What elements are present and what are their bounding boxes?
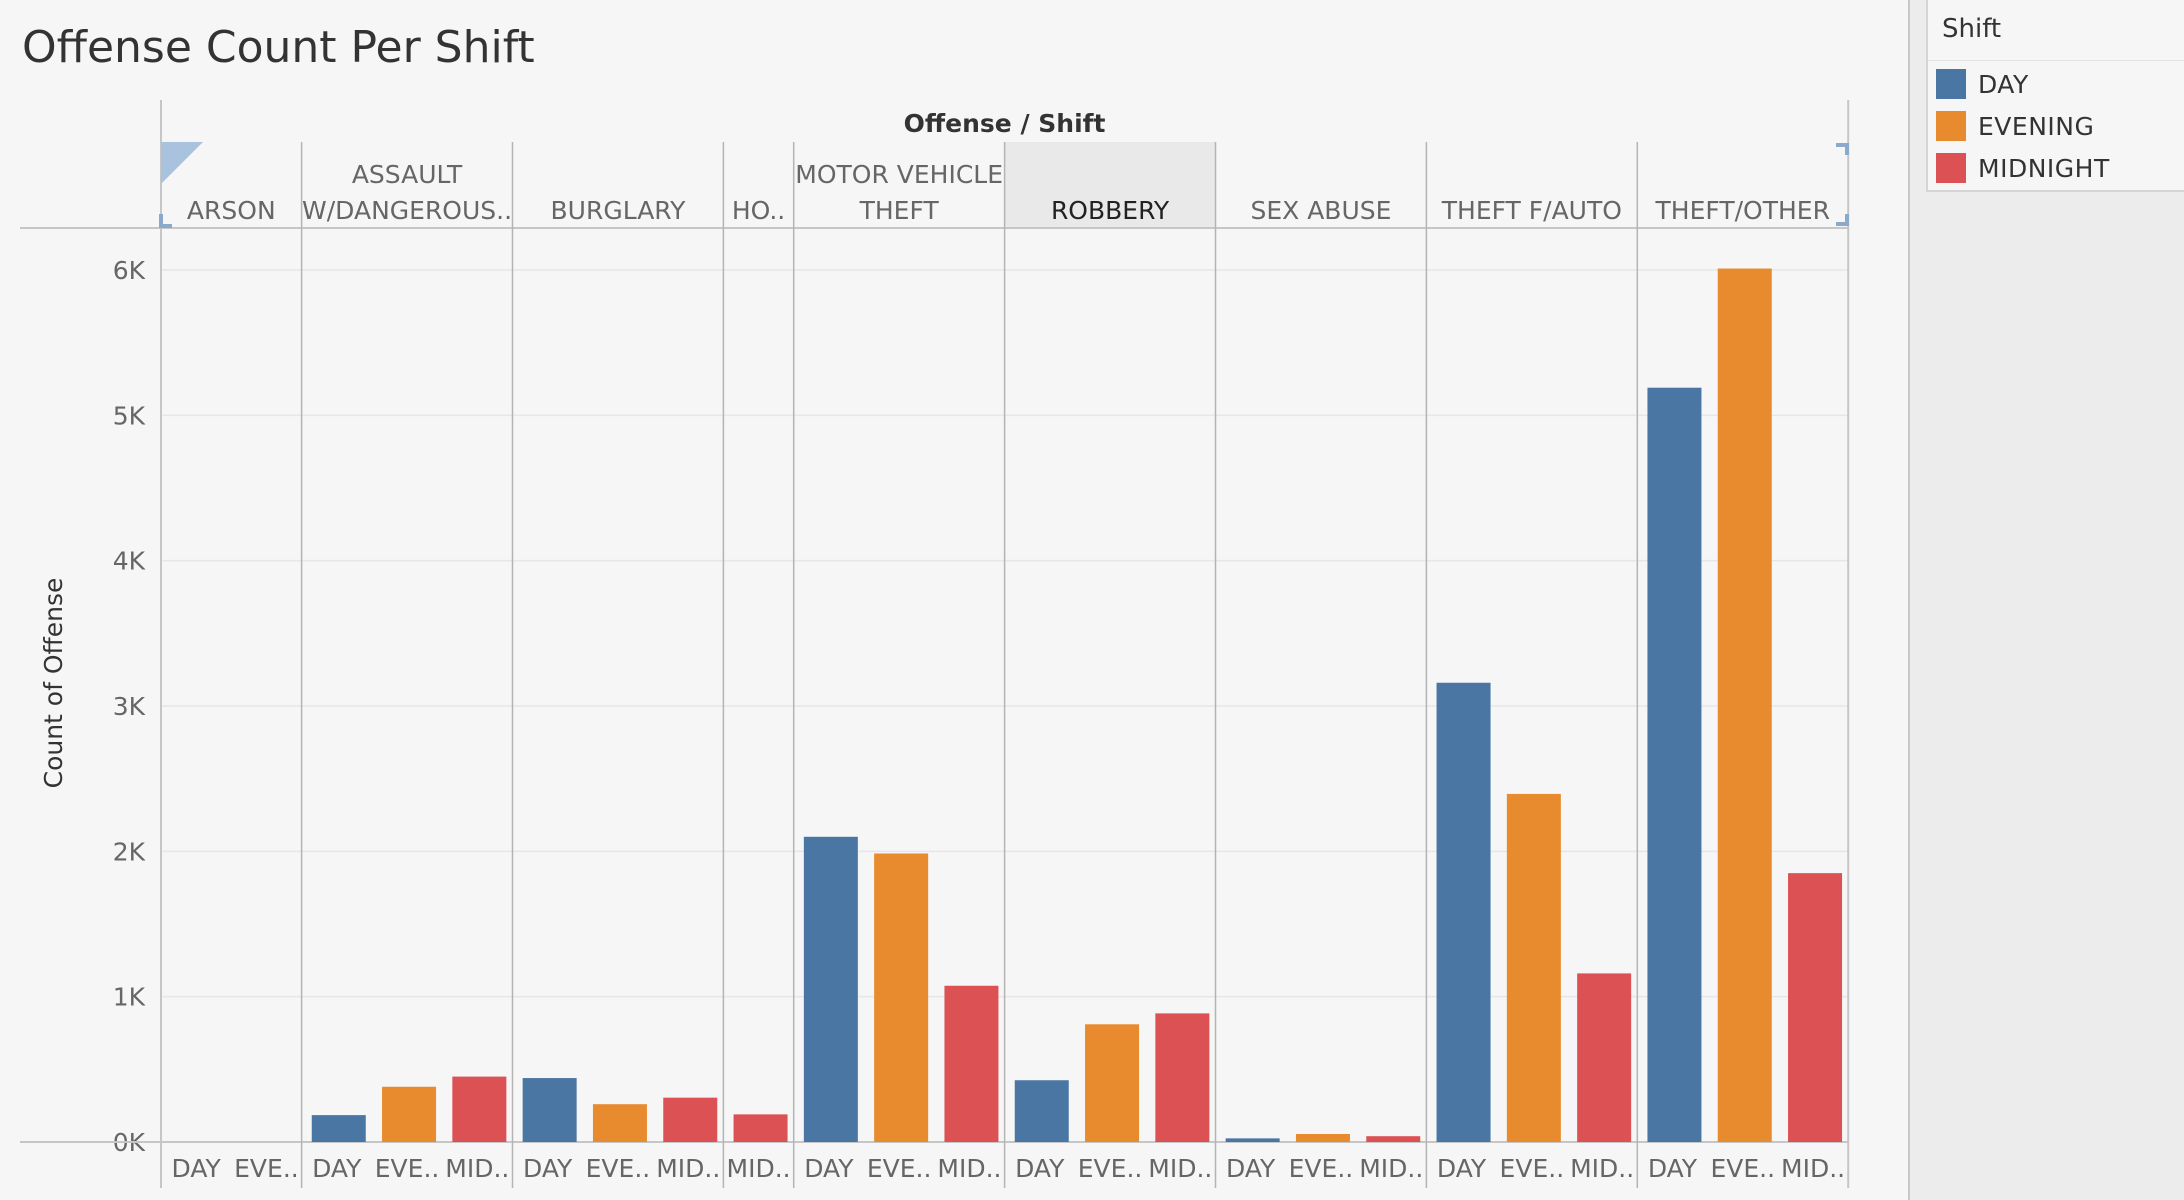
bar-evening — [382, 1086, 437, 1142]
bar-evening — [1085, 1024, 1140, 1142]
x-tick-label: DAY — [523, 1154, 573, 1183]
x-tick-label: MID.. — [1148, 1154, 1212, 1183]
y-tick-label: 5K — [113, 401, 146, 430]
bar-evening — [592, 1104, 647, 1142]
corner-marker-icon — [159, 214, 172, 228]
y-tick-label: 2K — [113, 837, 146, 866]
group-header-label: ASSAULT — [352, 160, 463, 189]
x-tick-label: DAY — [1015, 1154, 1065, 1183]
header-label: Offense / Shift — [904, 109, 1106, 138]
legend-swatch-day — [1936, 69, 1966, 99]
legend-divider — [1928, 60, 2184, 61]
bar-midnight — [944, 985, 999, 1142]
y-tick-label: 6K — [113, 256, 146, 285]
x-tick-label: EVE.. — [586, 1154, 651, 1183]
bar-day — [803, 836, 858, 1142]
x-tick-label: EVE.. — [1289, 1154, 1354, 1183]
x-tick-label: MID.. — [1359, 1154, 1423, 1183]
corner-marker-icon — [1836, 214, 1849, 226]
bar-midnight — [1366, 1136, 1421, 1142]
bar-midnight — [1577, 973, 1632, 1142]
group-header-label: MOTOR VEHICLE — [795, 160, 1003, 189]
bar-midnight — [663, 1097, 718, 1142]
x-tick-label: DAY — [1226, 1154, 1276, 1183]
bar-day — [1014, 1080, 1069, 1142]
bar-midnight — [452, 1076, 507, 1142]
x-tick-label: EVE.. — [375, 1154, 440, 1183]
y-tick-label: 1K — [113, 983, 146, 1012]
legend-item-day[interactable]: DAY — [1936, 68, 2029, 100]
x-tick-label: MID.. — [445, 1154, 509, 1183]
bar-evening — [1506, 793, 1561, 1142]
bar-evening — [874, 853, 929, 1142]
x-tick-label: EVE.. — [1500, 1154, 1565, 1183]
x-tick-label: DAY — [172, 1154, 222, 1183]
x-tick-label: EVE.. — [234, 1154, 299, 1183]
legend: Shift DAY EVENING MIDNIGHT — [1926, 0, 2184, 192]
x-tick-label: DAY — [1648, 1154, 1698, 1183]
x-tick-label: EVE.. — [1078, 1154, 1143, 1183]
bar-evening — [1717, 268, 1772, 1143]
group-header-label: HO.. — [732, 196, 785, 225]
x-tick-label: EVE.. — [1710, 1154, 1775, 1183]
legend-swatch-evening — [1936, 111, 1966, 141]
bar-midnight — [1788, 873, 1843, 1142]
x-tick-label: MID.. — [656, 1154, 720, 1183]
x-tick-label: DAY — [1437, 1154, 1487, 1183]
y-axis-title: Count of Offense — [39, 578, 68, 789]
legend-item-midnight[interactable]: MIDNIGHT — [1936, 152, 2110, 184]
bar-evening — [1295, 1134, 1350, 1142]
x-tick-label: MID.. — [937, 1154, 1001, 1183]
legend-label-evening: EVENING — [1978, 111, 2095, 141]
bar-day — [1647, 387, 1702, 1143]
legend-label-day: DAY — [1978, 69, 2029, 99]
group-header-label: W/DANGEROUS.. — [302, 196, 512, 225]
chart-title: Offense Count Per Shift — [22, 22, 535, 73]
x-tick-label: MID.. — [727, 1154, 791, 1183]
group-header-label: THEFT/OTHER — [1655, 196, 1830, 225]
legend-title: Shift — [1942, 14, 2002, 44]
sidebar-panel — [1908, 0, 2184, 1200]
bar-day — [522, 1078, 577, 1142]
bar-day — [1225, 1138, 1280, 1142]
y-tick-label: 4K — [113, 547, 146, 576]
sort-indicator-icon — [161, 142, 203, 184]
corner-marker-icon — [1836, 143, 1849, 155]
legend-swatch-midnight — [1936, 153, 1966, 183]
group-header-label: ARSON — [187, 196, 276, 225]
x-tick-label: MID.. — [1570, 1154, 1634, 1183]
bar-midnight — [733, 1114, 788, 1142]
x-tick-label: MID.. — [1781, 1154, 1845, 1183]
group-header-label: THEFT F/AUTO — [1441, 196, 1622, 225]
legend-label-midnight: MIDNIGHT — [1978, 153, 2110, 183]
group-header-label: SEX ABUSE — [1250, 196, 1391, 225]
bar-midnight — [1155, 1013, 1210, 1142]
x-tick-label: DAY — [804, 1154, 854, 1183]
legend-item-evening[interactable]: EVENING — [1936, 110, 2094, 142]
y-tick-label: 3K — [113, 692, 146, 721]
x-tick-label: DAY — [312, 1154, 362, 1183]
group-header-label: THEFT — [859, 196, 940, 225]
bar-day — [1436, 682, 1491, 1142]
group-header-label: ROBBERY — [1051, 196, 1170, 225]
group-header-label: BURGLARY — [551, 196, 687, 225]
bar-day — [311, 1115, 366, 1142]
x-tick-label: EVE.. — [867, 1154, 932, 1183]
header-highlight — [1004, 142, 1216, 228]
